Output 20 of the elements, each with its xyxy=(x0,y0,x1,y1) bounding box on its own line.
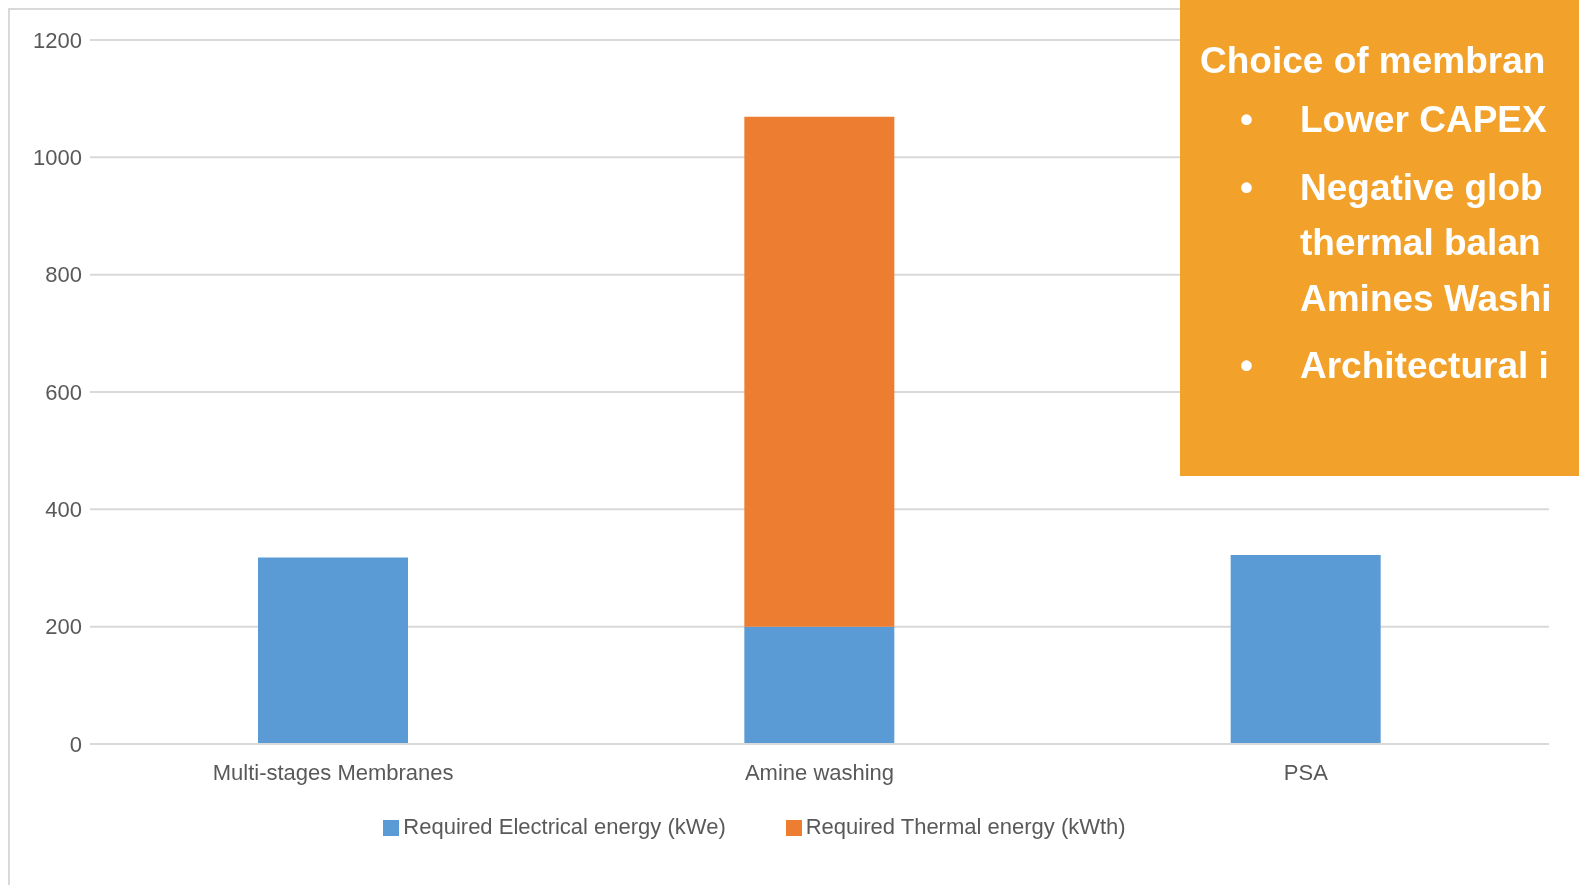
legend-label: Required Thermal energy (kWth) xyxy=(805,814,1126,839)
annotation: • Negative glob thermal balan Amines Washi xyxy=(1240,165,1553,321)
legend-label: Required Electrical energy (kWe) xyxy=(403,814,726,839)
bar xyxy=(258,557,408,744)
annotation: • Lower CAPEX xyxy=(1240,98,1548,142)
y-tick-label: 600 xyxy=(45,379,82,405)
y-tick-label: 800 xyxy=(45,262,82,288)
y-tick-label: 1200 xyxy=(33,27,82,53)
bar xyxy=(1230,555,1381,744)
y-tick-label: 400 xyxy=(45,497,82,523)
bar xyxy=(744,626,895,744)
x-tick-label: PSA xyxy=(1283,759,1329,785)
y-tick-label: 200 xyxy=(45,614,82,640)
annotation: • Architectural i xyxy=(1240,344,1550,388)
x-tick-label: Amine washing xyxy=(744,759,895,785)
x-tick-label: Multi-stages Membranes xyxy=(212,759,454,785)
y-tick-label: 1000 xyxy=(33,145,82,171)
bar xyxy=(744,116,895,627)
annotation: Choice of membran xyxy=(1200,40,1547,82)
y-tick-label: 0 xyxy=(69,731,82,757)
